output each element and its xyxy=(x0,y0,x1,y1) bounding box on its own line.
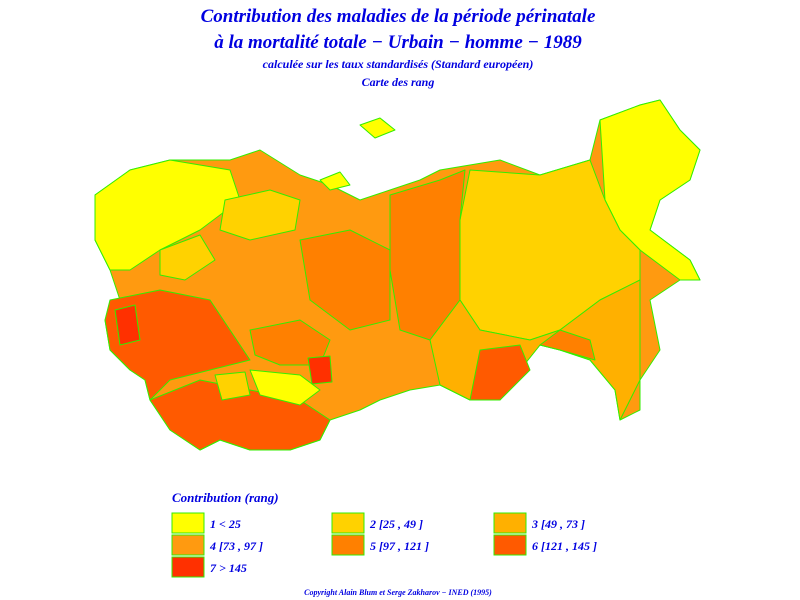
region xyxy=(307,355,333,385)
title: à la mortalité totale − Urbain − homme −… xyxy=(214,32,582,53)
region xyxy=(104,289,251,401)
region xyxy=(319,171,351,191)
region xyxy=(469,344,531,401)
region xyxy=(219,189,301,241)
region xyxy=(214,371,251,401)
region xyxy=(114,304,141,346)
legend-label: 7 > 145 xyxy=(210,561,247,575)
legend: 1 < 25 2 [25 , 49 ] 3 [49 , 73 ] 4 [73 , 97… xyxy=(171,512,597,578)
legend-swatch xyxy=(331,534,365,556)
legend-swatch xyxy=(331,512,365,534)
subtitle: calculée sur les taux standardisés (Stan… xyxy=(263,57,534,71)
legend-label: 1 < 25 xyxy=(210,517,241,531)
map xyxy=(94,99,701,451)
legend-title: Contribution (rang) xyxy=(172,490,279,505)
legend-label: 2 [25 , 49 ] xyxy=(369,517,423,531)
legend-label: 5 [97 , 121 ] xyxy=(370,539,429,553)
region xyxy=(159,234,216,281)
region xyxy=(249,369,321,406)
region xyxy=(299,229,391,331)
region xyxy=(94,159,241,271)
legend-swatch xyxy=(171,512,205,534)
legend-swatch xyxy=(171,556,205,578)
legend-swatch xyxy=(493,534,527,556)
caption: Carte des rang xyxy=(362,75,435,89)
region xyxy=(359,117,396,139)
legend-swatch xyxy=(493,512,527,534)
region xyxy=(539,329,596,361)
legend-swatch xyxy=(171,534,205,556)
legend-label: 4 [73 , 97 ] xyxy=(209,539,263,553)
legend-label: 3 [49 , 73 ] xyxy=(531,517,585,531)
title: Contribution des maladies de la période … xyxy=(201,6,596,27)
copyright: Copyright Alain Blum et Serge Zakharov −… xyxy=(304,588,492,597)
legend-label: 6 [121 , 145 ] xyxy=(532,539,597,553)
